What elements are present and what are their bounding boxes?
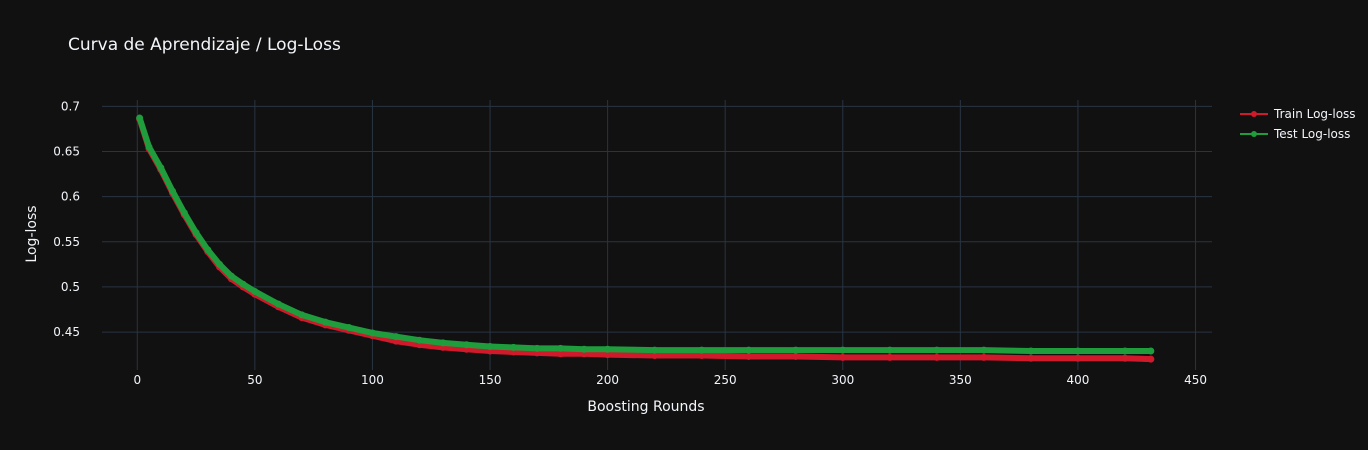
data-point bbox=[1121, 354, 1129, 362]
data-point bbox=[345, 324, 353, 332]
data-point bbox=[227, 272, 235, 280]
data-point bbox=[1074, 354, 1082, 362]
data-point bbox=[886, 353, 894, 361]
data-point bbox=[745, 352, 753, 360]
legend-item[interactable]: Test Log-loss bbox=[1240, 127, 1350, 141]
data-point bbox=[792, 346, 800, 354]
x-tick-label: 450 bbox=[1184, 373, 1207, 387]
y-tick-label: 0.45 bbox=[53, 325, 80, 339]
legend[interactable]: Train Log-loss Test Log-loss bbox=[1240, 107, 1356, 141]
data-point bbox=[274, 300, 282, 308]
data-point bbox=[239, 280, 247, 288]
y-tick-label: 0.7 bbox=[61, 99, 80, 113]
data-point bbox=[216, 260, 224, 268]
data-point bbox=[839, 346, 847, 354]
data-point bbox=[886, 346, 894, 354]
y-tick-label: 0.65 bbox=[53, 144, 80, 158]
y-tick-label: 0.5 bbox=[61, 280, 80, 294]
data-point bbox=[392, 333, 400, 341]
data-point bbox=[1027, 347, 1035, 355]
data-point bbox=[439, 339, 447, 347]
x-tick-label: 0 bbox=[133, 373, 141, 387]
data-point bbox=[698, 346, 706, 354]
data-point bbox=[463, 341, 471, 349]
y-axis-title: Log-loss bbox=[24, 205, 40, 262]
series-line bbox=[136, 115, 1154, 363]
x-tick-label: 350 bbox=[949, 373, 972, 387]
x-tick-label: 100 bbox=[361, 373, 384, 387]
data-point bbox=[157, 164, 165, 172]
x-tick-label: 50 bbox=[247, 373, 262, 387]
data-point bbox=[651, 352, 659, 360]
data-point bbox=[1074, 347, 1082, 355]
data-point bbox=[933, 346, 941, 354]
series-line bbox=[136, 115, 1154, 355]
x-axis-title: Boosting Rounds bbox=[587, 399, 704, 415]
x-tick-label: 250 bbox=[714, 373, 737, 387]
data-point bbox=[933, 353, 941, 361]
data-point bbox=[557, 344, 565, 352]
legend-label: Train Log-loss bbox=[1273, 107, 1356, 121]
legend-item[interactable]: Train Log-loss bbox=[1240, 107, 1356, 121]
chart-title: Curva de Aprendizaje / Log-Loss bbox=[68, 35, 341, 55]
data-point bbox=[698, 352, 706, 360]
data-point bbox=[557, 350, 565, 358]
data-point bbox=[486, 343, 494, 351]
series-layer bbox=[136, 114, 1155, 363]
x-tick-label: 400 bbox=[1067, 373, 1090, 387]
data-point bbox=[145, 143, 153, 151]
data-point bbox=[651, 346, 659, 354]
data-point bbox=[192, 229, 200, 237]
x-axis-ticks: 0 50 100 150 200 250 300 350 400 450 bbox=[133, 373, 1207, 387]
legend-marker bbox=[1251, 131, 1257, 137]
data-point bbox=[792, 352, 800, 360]
data-point bbox=[368, 329, 376, 337]
x-tick-label: 200 bbox=[596, 373, 619, 387]
data-point bbox=[1121, 347, 1129, 355]
data-point bbox=[980, 353, 988, 361]
grid-lines bbox=[102, 100, 1212, 370]
data-point bbox=[839, 353, 847, 361]
data-point bbox=[1147, 355, 1155, 363]
data-point bbox=[1027, 354, 1035, 362]
data-point bbox=[1147, 347, 1155, 355]
data-point bbox=[251, 287, 259, 295]
data-point bbox=[169, 187, 177, 195]
data-point bbox=[604, 345, 612, 353]
y-tick-label: 0.55 bbox=[53, 235, 80, 249]
data-point bbox=[415, 336, 423, 344]
y-tick-label: 0.6 bbox=[61, 190, 80, 204]
data-point bbox=[510, 343, 518, 351]
y-axis-ticks: 0.45 0.5 0.55 0.6 0.65 0.7 bbox=[53, 99, 80, 339]
x-tick-label: 300 bbox=[831, 373, 854, 387]
x-tick-label: 150 bbox=[479, 373, 502, 387]
data-point bbox=[180, 209, 188, 217]
data-point bbox=[533, 344, 541, 352]
legend-label: Test Log-loss bbox=[1273, 127, 1350, 141]
data-point bbox=[604, 351, 612, 359]
data-point bbox=[745, 346, 753, 354]
data-point bbox=[980, 346, 988, 354]
data-point bbox=[580, 345, 588, 353]
series-1 bbox=[136, 114, 1155, 355]
data-point bbox=[204, 246, 212, 254]
data-point bbox=[321, 318, 329, 326]
legend-marker bbox=[1251, 111, 1257, 117]
data-point bbox=[136, 114, 144, 122]
series-0 bbox=[136, 115, 1155, 363]
data-point bbox=[298, 311, 306, 319]
